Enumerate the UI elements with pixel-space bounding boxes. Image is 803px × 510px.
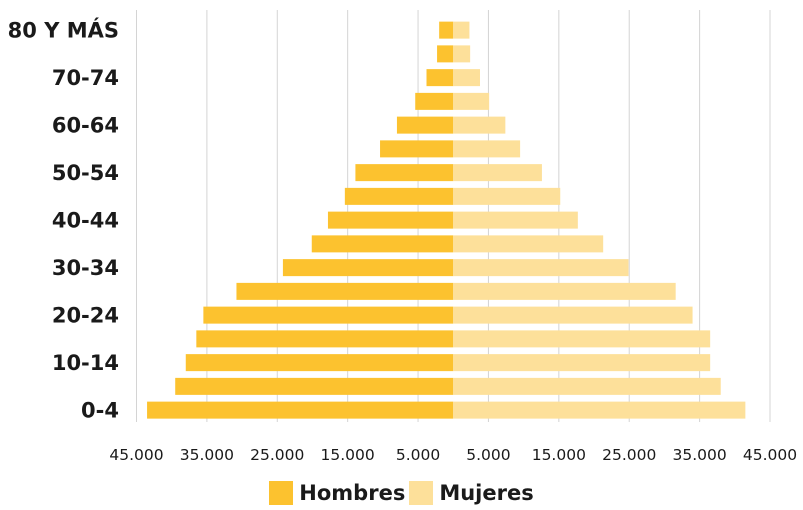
bar-hombres-70-74 — [426, 69, 454, 87]
bar-mujeres-15-19 — [453, 330, 711, 348]
bar-hombres-55-59 — [380, 140, 454, 158]
bar-hombres-25-29 — [236, 282, 454, 300]
y-tick-label: 70-74 — [52, 66, 119, 90]
bar-hombres-20-24 — [203, 306, 454, 324]
bar-hombres-15-19 — [196, 330, 454, 348]
bar-mujeres-5-9 — [453, 377, 721, 395]
legend-label-hombres: Hombres — [299, 481, 406, 505]
x-tick-label: 45.000 — [743, 446, 797, 464]
bar-hombres-75-79 — [437, 45, 454, 63]
y-tick-label: 50-54 — [52, 161, 119, 185]
legend-item-mujeres: Mujeres — [409, 481, 534, 505]
bar-mujeres-55-59 — [453, 140, 521, 158]
y-tick-label: 80 Y MÁS — [8, 18, 119, 43]
bar-mujeres-20-24 — [453, 306, 693, 324]
bar-mujeres-60-64 — [453, 116, 506, 134]
bar-hombres-65-69 — [415, 92, 454, 110]
legend-item-hombres: Hombres — [269, 481, 405, 505]
x-tick-label: 45.000 — [109, 446, 163, 464]
bar-hombres-35-39 — [311, 235, 454, 253]
x-tick-label: 35.000 — [180, 446, 234, 464]
bar-hombres-60-64 — [396, 116, 454, 134]
bar-mujeres-10-14 — [453, 354, 711, 372]
bar-mujeres-40-44 — [453, 211, 578, 229]
bar-hombres-5-9 — [175, 377, 454, 395]
x-tick-label: 25.000 — [250, 446, 304, 464]
bar-mujeres-75-79 — [453, 45, 471, 63]
y-tick-label: 40-44 — [52, 209, 119, 233]
bar-hombres-0-4 — [147, 401, 454, 419]
bar-mujeres-25-29 — [453, 282, 676, 300]
y-tick-label: 10-14 — [52, 351, 119, 375]
bar-mujeres-0-4 — [453, 401, 746, 419]
population-pyramid-chart: 0-4 10-14 20-24 30-34 40-44 50-54 60-64 70-74 80… — [8, 10, 797, 464]
legend: Hombres Mujeres — [0, 480, 803, 506]
x-tick-label: 25.000 — [602, 446, 656, 464]
y-tick-label: 0-4 — [81, 399, 119, 423]
bar-hombres-10-14 — [185, 354, 454, 372]
x-tick-label: 15.000 — [532, 446, 586, 464]
y-tick-label: 60-64 — [52, 114, 119, 138]
legend-label-mujeres: Mujeres — [439, 481, 534, 505]
legend-swatch-hombres — [269, 481, 294, 505]
bar-mujeres-80 Y MÁS — [453, 21, 470, 39]
y-tick-label: 30-34 — [52, 256, 119, 280]
x-tick-label: 5.000 — [466, 446, 510, 464]
bar-mujeres-35-39 — [453, 235, 604, 253]
x-tick-label: 15.000 — [321, 446, 375, 464]
bar-mujeres-50-54 — [453, 164, 542, 182]
bar-hombres-50-54 — [355, 164, 454, 182]
x-tick-label: 35.000 — [672, 446, 726, 464]
bar-hombres-40-44 — [327, 211, 454, 229]
y-tick-label: 20-24 — [52, 304, 119, 328]
bar-mujeres-30-34 — [453, 259, 629, 277]
bar-hombres-80 Y MÁS — [439, 21, 454, 39]
legend-swatch-mujeres — [409, 481, 434, 505]
bar-hombres-45-49 — [344, 187, 454, 205]
bar-hombres-30-34 — [282, 259, 454, 277]
x-tick-label: 5.000 — [396, 446, 440, 464]
bar-mujeres-65-69 — [453, 92, 490, 110]
bar-mujeres-45-49 — [453, 187, 561, 205]
bar-mujeres-70-74 — [453, 69, 480, 87]
